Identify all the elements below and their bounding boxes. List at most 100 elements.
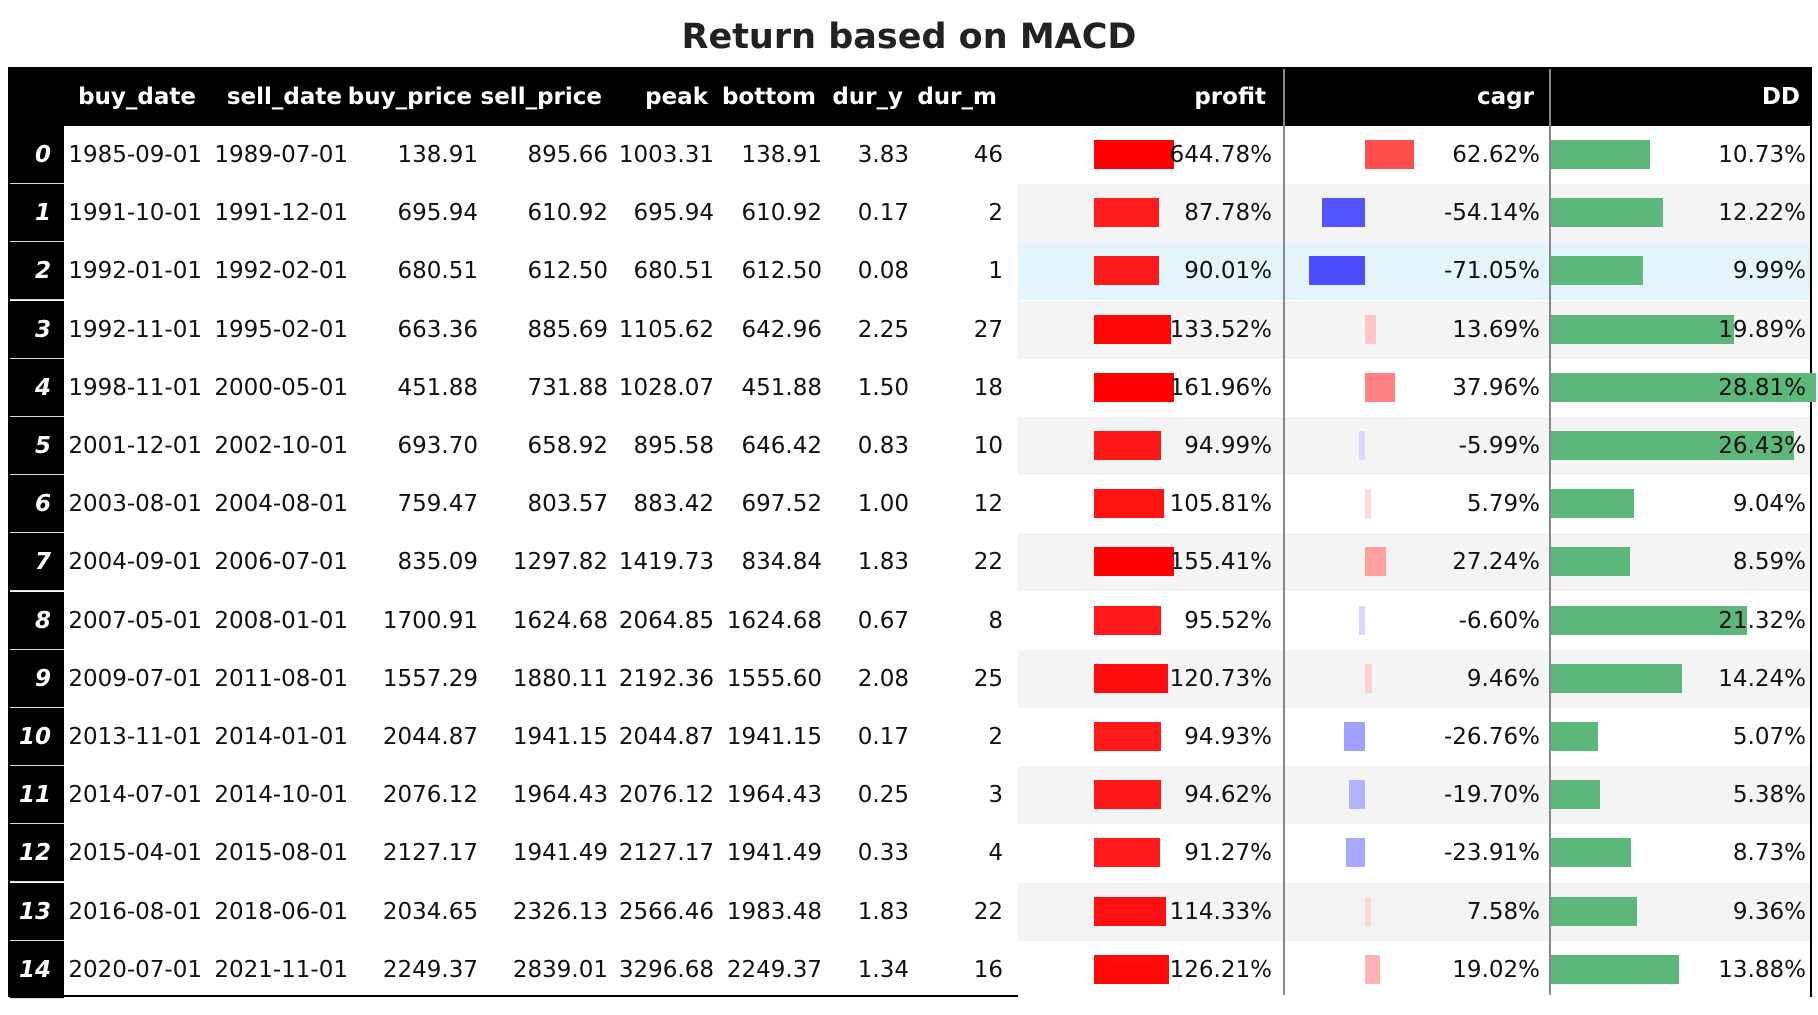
cell-sell-price: 612.50: [527, 258, 608, 285]
row-index: 11: [10, 766, 64, 825]
profit-bar: [1094, 605, 1161, 635]
cell-profit: 94.93%: [1184, 724, 1272, 750]
cell-dur-y: 1.00: [857, 491, 909, 518]
cell-buy-price: 693.70: [397, 433, 478, 459]
dd-bar: [1551, 431, 1794, 460]
dd-bar: [1551, 140, 1650, 169]
cell-bottom: 1983.48: [726, 898, 822, 925]
table-row: 8 2007-05-01 2008-01-01 1700.91 1624.68 2064.…: [10, 591, 1810, 650]
cagr-positive-bar: [1365, 896, 1371, 926]
cell-dur-y: 0.83: [857, 433, 909, 459]
cell-sell-date: 1989-07-01: [214, 142, 348, 168]
cell-dd: 9.99%: [1732, 258, 1806, 285]
cagr-positive-bar: [1365, 140, 1414, 169]
cell-peak: 2192.36: [618, 665, 714, 692]
cell-dd: 8.73%: [1732, 840, 1806, 867]
cell-dur-y: 1.34: [857, 956, 909, 983]
cell-dur-y: 3.83: [857, 142, 909, 168]
cell-dd: 28.81%: [1718, 374, 1806, 401]
cell-dur-m: 10: [973, 433, 1003, 459]
cell-bottom: 1941.49: [726, 840, 822, 867]
cell-buy-date: 1985-09-01: [68, 142, 202, 168]
cell-dd: 10.73%: [1718, 142, 1806, 168]
header-dd: DD: [1761, 84, 1800, 110]
cell-cagr: 13.69%: [1452, 316, 1540, 343]
cell-buy-date: 2020-07-01: [68, 956, 202, 983]
cell-cagr: -71.05%: [1444, 258, 1540, 285]
cell-cagr: 5.79%: [1466, 491, 1540, 518]
header-cagr: cagr: [1477, 84, 1534, 110]
cell-dur-m: 18: [973, 374, 1003, 401]
row-index: 12: [10, 824, 64, 883]
profit-bar: [1094, 256, 1159, 286]
cell-sell-price: 2326.13: [512, 898, 608, 925]
cell-dd: 19.89%: [1718, 316, 1806, 343]
row-index: 7: [10, 533, 64, 592]
cell-buy-date: 1991-10-01: [68, 200, 202, 227]
cell-sell-date: 2008-01-01: [214, 607, 348, 634]
cell-buy-price: 138.91: [397, 142, 478, 168]
table-row: 5 2001-12-01 2002-10-01 693.70 658.92 895.58 6…: [10, 417, 1810, 475]
cell-buy-date: 1998-11-01: [68, 374, 202, 401]
row-index: 1: [10, 184, 64, 243]
cell-dd: 5.07%: [1732, 724, 1806, 750]
cell-dur-m: 8: [988, 607, 1003, 634]
dd-bar: [1551, 780, 1600, 810]
header-dur-y: dur_y: [832, 84, 903, 110]
cell-buy-price: 2034.65: [382, 898, 478, 925]
cell-cagr: -23.91%: [1444, 840, 1540, 867]
cell-profit: 87.78%: [1184, 200, 1272, 227]
cell-peak: 2566.46: [618, 898, 714, 925]
cell-bottom: 138.91: [741, 142, 822, 168]
row-index: 2: [10, 242, 64, 301]
cell-buy-price: 2076.12: [382, 782, 478, 809]
cell-dd: 14.24%: [1718, 665, 1806, 692]
cell-buy-date: 2003-08-01: [68, 491, 202, 518]
cell-buy-date: 2004-09-01: [68, 549, 202, 576]
cell-peak: 883.42: [633, 491, 714, 518]
table-row: 2 1992-01-01 1992-02-01 680.51 612.50 680.51 6…: [10, 242, 1810, 301]
cell-cagr: -6.60%: [1458, 607, 1540, 634]
cell-sell-date: 1991-12-01: [214, 200, 348, 227]
cell-cagr: -19.70%: [1444, 782, 1540, 809]
cell-dd: 26.43%: [1718, 433, 1806, 459]
cagr-positive-bar: [1365, 314, 1376, 344]
profit-bar: [1094, 663, 1168, 693]
header-bottom: bottom: [721, 84, 816, 110]
cell-buy-price: 663.36: [397, 316, 478, 343]
cell-cagr: -54.14%: [1444, 200, 1540, 227]
cell-sell-price: 610.92: [527, 200, 608, 227]
cell-buy-date: 1992-01-01: [68, 258, 202, 285]
dd-bar: [1551, 256, 1643, 286]
cell-dur-y: 0.17: [857, 724, 909, 750]
returns-table: buy_date sell_date buy_price sell_price peak…: [8, 67, 1816, 999]
cell-buy-date: 2016-08-01: [68, 898, 202, 925]
cell-peak: 680.51: [633, 258, 714, 285]
profit-bar: [1094, 780, 1161, 810]
cell-bottom: 1941.15: [726, 724, 822, 750]
table-row: 1 1991-10-01 1991-12-01 695.94 610.92 695.94 6…: [10, 184, 1810, 243]
cell-bottom: 834.84: [741, 549, 822, 576]
column-separator-cagr: [1283, 69, 1285, 995]
cell-dur-m: 2: [988, 724, 1003, 750]
cell-dur-m: 2: [988, 200, 1003, 227]
row-index: 13: [10, 882, 64, 941]
cell-dur-m: 1: [988, 258, 1003, 285]
cell-profit: 126.21%: [1169, 956, 1272, 983]
cell-buy-date: 2015-04-01: [68, 840, 202, 867]
header-profit: profit: [1194, 84, 1266, 110]
cell-bottom: 2249.37: [726, 956, 822, 983]
cell-profit: 105.81%: [1169, 491, 1272, 518]
cell-dd: 9.36%: [1732, 898, 1806, 925]
cagr-negative-bar: [1346, 838, 1365, 868]
header-sell-date: sell_date: [226, 84, 342, 110]
cell-profit: 91.27%: [1184, 840, 1272, 867]
cagr-positive-bar: [1365, 547, 1386, 577]
cell-dd: 8.59%: [1732, 549, 1806, 576]
cell-sell-date: 2014-10-01: [214, 782, 348, 809]
cell-profit: 94.99%: [1184, 433, 1272, 459]
cell-dur-y: 1.50: [857, 374, 909, 401]
cell-sell-price: 731.88: [527, 374, 608, 401]
cagr-negative-bar: [1322, 198, 1365, 228]
dd-bar: [1551, 372, 1816, 402]
